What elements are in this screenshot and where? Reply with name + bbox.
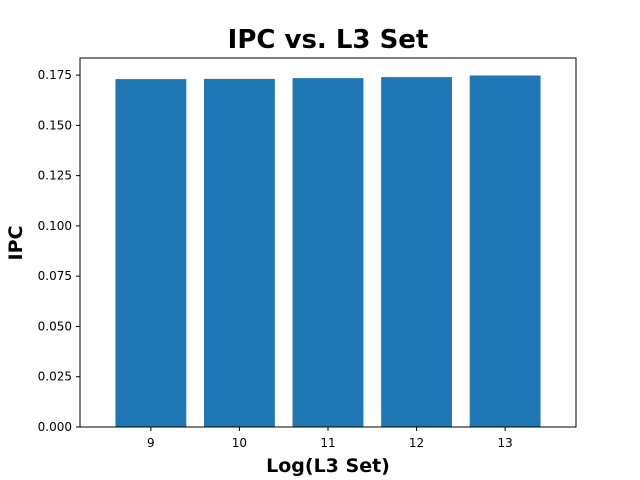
y-gridlines: 0.000 0.025 0.050 0.075 0.100 0.125 0.150 0.175 <box>38 68 80 434</box>
bar-10 <box>204 78 275 427</box>
x-tick-label: 11 <box>320 436 335 450</box>
chart-title: IPC vs. L3 Set <box>228 25 429 55</box>
bar-12 <box>381 77 452 427</box>
y-tick-label: 0.150 <box>38 118 72 132</box>
x-axis-label: Log(L3 Set) <box>266 455 390 477</box>
bar-13 <box>469 75 541 428</box>
x-tick-label: 13 <box>498 436 513 450</box>
y-tick-label: 0.025 <box>38 370 72 384</box>
y-tick-label: 0.175 <box>38 68 72 82</box>
y-tick-label: 0.050 <box>38 319 72 333</box>
bar-9 <box>115 79 187 427</box>
bars <box>115 75 541 428</box>
y-axis-label: IPC <box>5 226 27 261</box>
plot-frame <box>79 57 577 428</box>
y-tick-label: 0.100 <box>38 219 72 233</box>
y-tick-label: 0.125 <box>38 169 72 183</box>
x-ticks: 9 10 11 12 13 <box>147 427 513 450</box>
x-tick-label: 10 <box>232 436 247 450</box>
y-tick-label: 0.075 <box>38 269 72 283</box>
x-tick-label: 12 <box>409 436 424 450</box>
y-tick-label: 0.000 <box>38 420 72 434</box>
bar-11 <box>292 78 364 427</box>
x-tick-label: 9 <box>147 436 155 450</box>
